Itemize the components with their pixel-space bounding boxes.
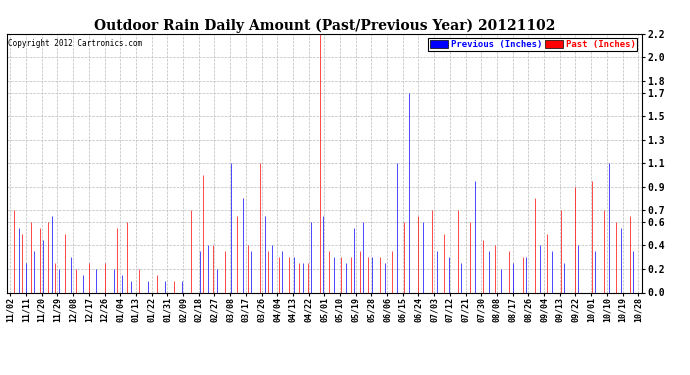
Title: Outdoor Rain Daily Amount (Past/Previous Year) 20121102: Outdoor Rain Daily Amount (Past/Previous…: [94, 18, 555, 33]
Text: Copyright 2012 Cartronics.com: Copyright 2012 Cartronics.com: [8, 39, 142, 48]
Legend: Previous (Inches), Past (Inches): Previous (Inches), Past (Inches): [428, 38, 637, 51]
